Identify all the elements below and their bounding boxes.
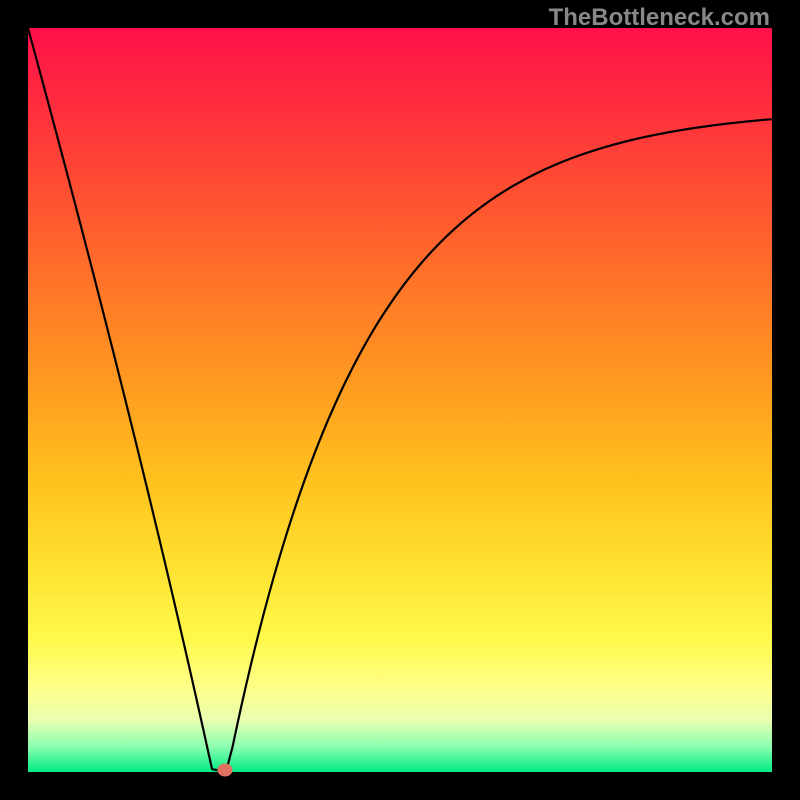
gradient-plot-area xyxy=(28,28,772,772)
bottleneck-chart: TheBottleneck.com xyxy=(0,0,800,800)
watermark-text: TheBottleneck.com xyxy=(549,4,770,32)
